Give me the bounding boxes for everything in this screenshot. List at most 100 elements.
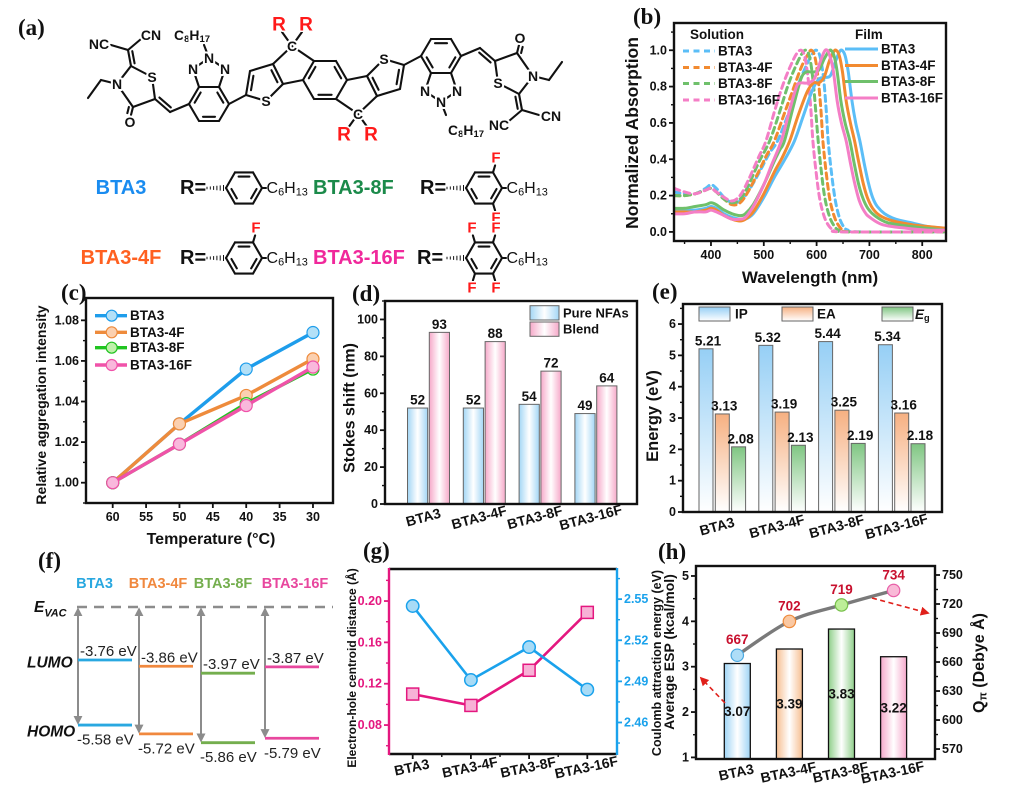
r-equals-label: R=: [180, 177, 206, 199]
y-axis-title: Normalized Absorption: [622, 37, 642, 229]
bond-line: [520, 108, 541, 117]
bond-line: [470, 187, 478, 200]
y-tick-label: 1.0: [650, 43, 667, 57]
bar-blend: [484, 341, 506, 505]
bond-line: [490, 187, 498, 200]
y-tick-label: 1.02: [55, 435, 79, 449]
cyano-label: NC: [89, 36, 109, 52]
bar-value-label: 3.19: [771, 397, 797, 412]
bond-line: [131, 97, 157, 109]
data-point-square: [580, 605, 595, 620]
compound-label: BTA3-4F: [129, 576, 188, 592]
bond-line: [515, 43, 521, 55]
y-tick-label: 3: [669, 411, 676, 425]
y-tick-label: 1.00: [55, 476, 79, 490]
lumo-value-label: -3.86 eV: [141, 649, 198, 666]
bond-line: [193, 91, 202, 104]
y-tick-label: 0.4: [650, 152, 667, 166]
legend-label: BTA3: [130, 308, 165, 323]
bar-blend: [596, 385, 618, 505]
legend-group-title: Film: [855, 27, 883, 42]
side-chain-label: C6H13: [507, 250, 548, 269]
y-tick-label: 720: [942, 597, 963, 611]
y-axis-title-left: Average ESP (kcal/mol): [661, 574, 677, 730]
r-group-label: R: [272, 15, 286, 36]
point-value-label: 719: [830, 582, 853, 597]
x-tick-label: BTA3: [393, 756, 431, 779]
subscript-text: g: [924, 313, 930, 323]
subscript-text: 6: [278, 257, 284, 269]
y-tick-label: 570: [942, 742, 963, 756]
y-tick-label: 20: [364, 460, 378, 474]
panel-label-d: (d): [352, 281, 380, 306]
legend-swatch: [698, 306, 731, 322]
homo-value-label: -5.86 eV: [200, 749, 257, 766]
bar-blend: [540, 370, 562, 505]
bond-line: [224, 256, 237, 275]
x-axis-title: Temperature (°C): [147, 531, 276, 548]
bond-line: [491, 241, 504, 260]
series-line: [111, 365, 314, 485]
legend-marker: [105, 341, 118, 354]
bond-line: [191, 67, 201, 89]
bond-line: [251, 256, 264, 275]
bond-line: [271, 62, 285, 86]
qpi-series-line: [735, 588, 896, 657]
compound-label: BTA3-8F: [194, 576, 253, 592]
y-axis-title: Stokes shift (nm): [342, 343, 359, 473]
subscript-text: 6: [518, 187, 524, 199]
plot-frame: [681, 302, 944, 514]
legend-label: BTA3-4F: [718, 60, 773, 75]
cyano-label: CN: [141, 27, 161, 43]
lumo-value-label: -3.97 eV: [203, 656, 260, 673]
triazole-nitrogen: N: [204, 50, 214, 66]
y-tick-label: 2.55: [624, 592, 648, 606]
panel-h-esp-qpi-chart: (h) Average ESP (kcal/mol) 3.07 3.39 3.83 3…: [658, 539, 990, 787]
y-tick-label: 60: [364, 386, 378, 400]
fluorine-label: F: [491, 210, 500, 227]
bond-line: [307, 65, 317, 80]
y-tick-label: 0.20: [358, 594, 382, 608]
bond-line: [187, 102, 201, 123]
bar-pure-nfa: [574, 413, 596, 505]
lumo-value-label: -3.76 eV: [80, 643, 137, 660]
y-tick-label: 0.12: [358, 677, 382, 691]
bond-line: [382, 57, 406, 67]
spectra-lines: [674, 48, 946, 234]
bond-line: [423, 89, 443, 104]
data-point: [306, 325, 320, 340]
legend: IP EA Eg: [698, 306, 930, 323]
bond-line: [490, 257, 498, 270]
x-tick-label: 45: [206, 510, 220, 524]
bond-line: [515, 51, 535, 78]
bar-ea: [834, 409, 850, 513]
x-tick-label: 50: [173, 510, 187, 524]
y-tick-label: 1.06: [55, 354, 79, 368]
fluorine-label: F: [467, 219, 476, 236]
bond-line: [281, 78, 305, 86]
bond-line: [158, 96, 172, 109]
thiazole-nitrogen: N: [112, 76, 122, 92]
y-tick-label: 4: [669, 380, 676, 394]
x-tick-label: 35: [273, 510, 287, 524]
y-tick-label: 1.04: [55, 395, 79, 409]
bridge-carbon: C: [353, 106, 363, 122]
central-benzene-ring: [301, 59, 349, 101]
bar-pure-nfa: [518, 403, 540, 505]
data-point-square: [405, 687, 420, 701]
bond-line: [464, 171, 477, 190]
x-axis-title: Wavelength (nm): [742, 268, 878, 287]
carbonyl-oxygen: O: [515, 30, 526, 46]
x-tick-label: 60: [106, 510, 120, 524]
bond-line: [491, 256, 504, 275]
y-tick-label: 40: [364, 423, 378, 437]
text-run: C: [507, 250, 519, 267]
bond-line: [459, 46, 482, 58]
bond-line: [129, 105, 135, 117]
panel-g-centroid-coulomb-chart: (g) Electron-hole centroid distance (Å) …: [344, 538, 664, 782]
panel-label-g: (g): [363, 538, 390, 563]
y-tick-label: 3: [682, 660, 689, 674]
data-point: [172, 437, 187, 451]
text-run: Q: [971, 701, 988, 713]
panel-label-f: (f): [38, 548, 61, 573]
